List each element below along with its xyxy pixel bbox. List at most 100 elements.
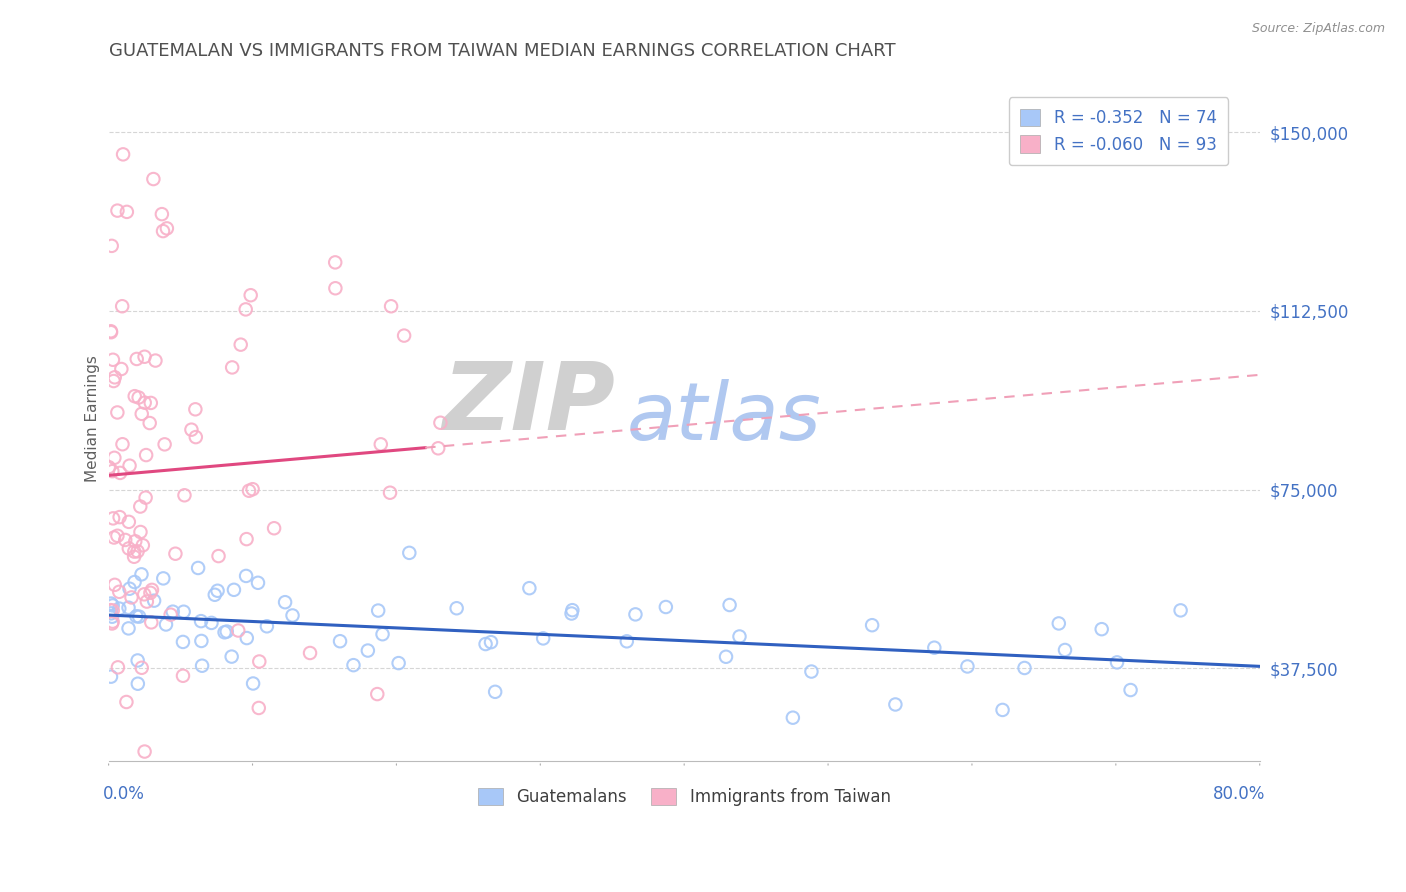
Point bbox=[100, 607, 122, 621]
Point bbox=[561, 607, 583, 621]
Point bbox=[235, 569, 257, 583]
Point bbox=[728, 630, 751, 644]
Point bbox=[371, 627, 394, 641]
Point bbox=[108, 584, 131, 599]
Point bbox=[370, 437, 392, 451]
Point bbox=[100, 324, 122, 338]
Point bbox=[122, 549, 145, 564]
Point bbox=[714, 649, 737, 664]
Point bbox=[134, 395, 156, 409]
Point bbox=[190, 634, 212, 648]
Point bbox=[104, 578, 127, 592]
Point bbox=[131, 567, 153, 582]
Point bbox=[924, 640, 946, 655]
Point bbox=[110, 362, 132, 376]
Point bbox=[173, 605, 195, 619]
Text: 80.0%: 80.0% bbox=[1213, 785, 1265, 803]
Point bbox=[221, 360, 243, 375]
Point bbox=[474, 637, 496, 651]
Point bbox=[860, 618, 883, 632]
Point bbox=[101, 609, 124, 624]
Point bbox=[1105, 656, 1128, 670]
Point bbox=[139, 396, 162, 410]
Point bbox=[141, 582, 163, 597]
Point bbox=[484, 685, 506, 699]
Text: 0.0%: 0.0% bbox=[103, 785, 145, 803]
Point bbox=[956, 659, 979, 673]
Point bbox=[111, 437, 134, 451]
Point bbox=[156, 221, 179, 235]
Point bbox=[392, 328, 415, 343]
Point bbox=[718, 598, 741, 612]
Point bbox=[131, 407, 153, 421]
Point bbox=[142, 172, 165, 186]
Point bbox=[236, 631, 259, 645]
Point bbox=[128, 391, 150, 405]
Point bbox=[162, 605, 184, 619]
Point bbox=[112, 147, 135, 161]
Point bbox=[299, 646, 322, 660]
Point bbox=[150, 207, 173, 221]
Point bbox=[531, 632, 554, 646]
Text: atlas: atlas bbox=[627, 379, 821, 457]
Point bbox=[1170, 603, 1192, 617]
Point bbox=[184, 402, 207, 417]
Point bbox=[101, 616, 124, 631]
Point bbox=[139, 586, 162, 600]
Point bbox=[624, 607, 647, 622]
Point bbox=[100, 597, 122, 611]
Point bbox=[991, 703, 1014, 717]
Point bbox=[132, 538, 155, 552]
Point bbox=[107, 529, 129, 543]
Point bbox=[180, 423, 202, 437]
Point bbox=[274, 595, 297, 609]
Point bbox=[173, 488, 195, 502]
Point bbox=[235, 532, 257, 546]
Point bbox=[215, 624, 238, 639]
Point bbox=[357, 643, 380, 657]
Legend: Guatemalans, Immigrants from Taiwan: Guatemalans, Immigrants from Taiwan bbox=[470, 780, 900, 814]
Point bbox=[1053, 643, 1076, 657]
Point bbox=[427, 442, 450, 456]
Point bbox=[145, 353, 167, 368]
Point bbox=[165, 547, 187, 561]
Point bbox=[127, 677, 149, 691]
Point bbox=[103, 450, 125, 465]
Point bbox=[263, 521, 285, 535]
Point bbox=[125, 609, 148, 624]
Point bbox=[342, 658, 364, 673]
Point bbox=[226, 624, 249, 638]
Point bbox=[238, 483, 260, 498]
Point bbox=[118, 541, 141, 556]
Point bbox=[235, 302, 257, 317]
Point bbox=[124, 544, 146, 558]
Point bbox=[242, 482, 264, 496]
Point bbox=[229, 337, 252, 351]
Point bbox=[115, 205, 138, 219]
Point bbox=[117, 600, 139, 615]
Point bbox=[103, 531, 125, 545]
Point bbox=[129, 524, 152, 539]
Point bbox=[246, 575, 269, 590]
Point bbox=[125, 351, 148, 366]
Point bbox=[616, 634, 638, 648]
Point bbox=[135, 491, 157, 505]
Point bbox=[655, 599, 678, 614]
Point bbox=[388, 656, 411, 670]
Point bbox=[159, 607, 181, 622]
Point bbox=[107, 203, 129, 218]
Point bbox=[108, 510, 131, 524]
Point bbox=[143, 593, 166, 607]
Point bbox=[222, 582, 245, 597]
Point bbox=[800, 665, 823, 679]
Point bbox=[101, 603, 124, 617]
Point bbox=[141, 615, 163, 630]
Point bbox=[101, 464, 124, 478]
Point bbox=[329, 634, 352, 648]
Point bbox=[97, 460, 120, 475]
Point bbox=[138, 416, 160, 430]
Point bbox=[239, 288, 262, 302]
Point bbox=[108, 601, 131, 615]
Point bbox=[131, 661, 153, 675]
Point bbox=[124, 575, 146, 590]
